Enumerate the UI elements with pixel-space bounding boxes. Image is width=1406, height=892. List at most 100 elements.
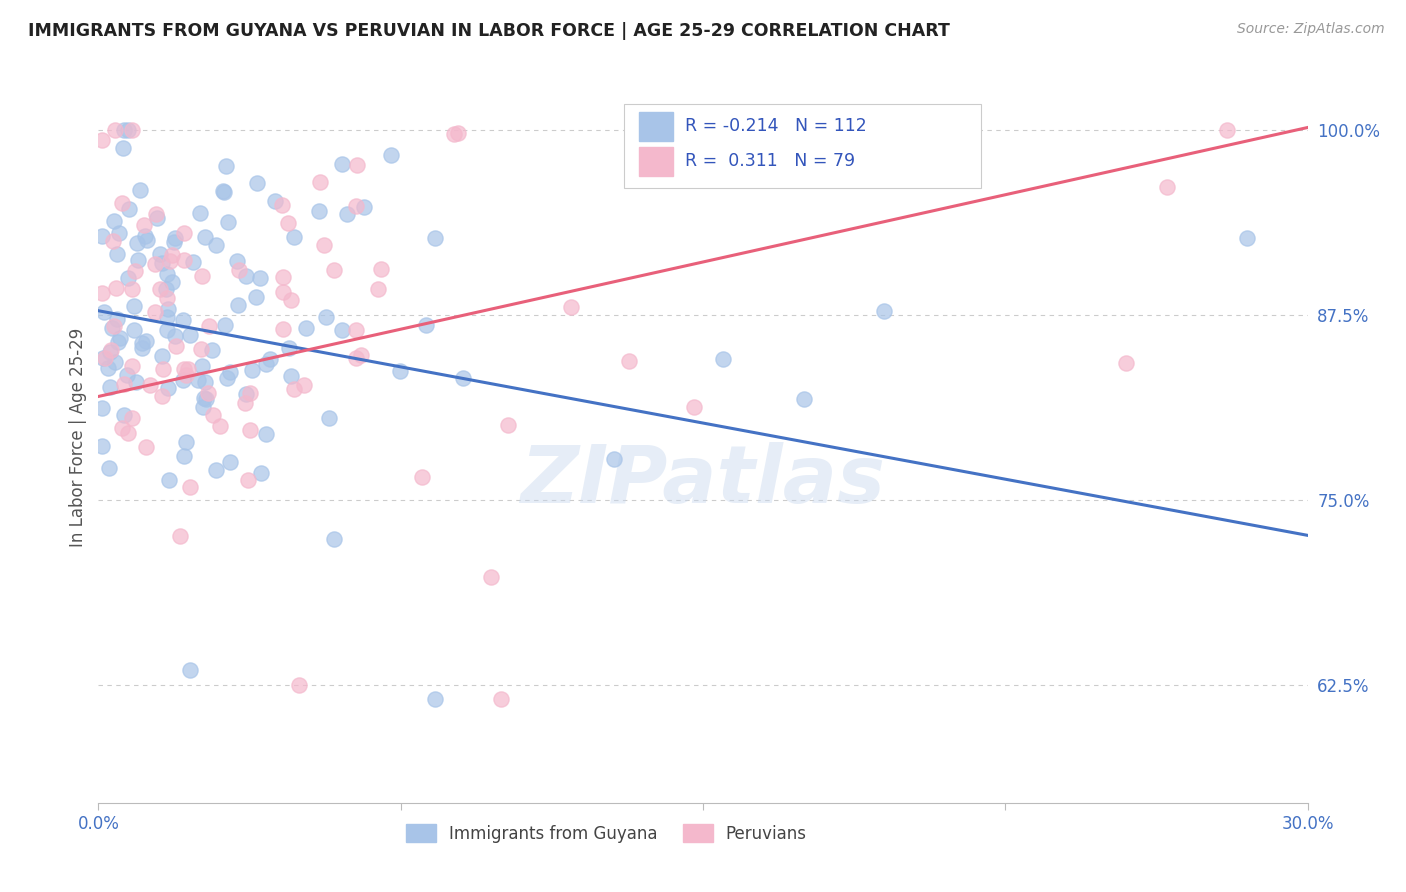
Point: [235, 387, 257, 401]
Point: [619, 354, 641, 368]
Point: [135, 441, 157, 455]
Point: [110, 331, 132, 345]
Point: [150, 349, 173, 363]
Point: [172, 373, 194, 387]
Point: [145, 207, 167, 221]
Point: [121, 411, 143, 425]
Point: [156, 291, 179, 305]
Point: [93, 305, 115, 319]
Point: [226, 297, 249, 311]
Point: [163, 329, 186, 343]
Point: [179, 328, 201, 343]
Point: [711, 351, 734, 366]
Point: [173, 227, 195, 241]
Point: [249, 271, 271, 285]
Point: [228, 262, 250, 277]
Point: [212, 184, 235, 198]
Point: [194, 375, 217, 389]
Point: [259, 351, 281, 366]
Point: [239, 386, 262, 401]
Point: [280, 293, 302, 308]
Point: [131, 341, 153, 355]
Point: [125, 236, 148, 251]
Point: [353, 201, 375, 215]
Point: [143, 257, 166, 271]
Y-axis label: In Labor Force | Age 25-29: In Labor Force | Age 25-29: [69, 327, 87, 547]
Point: [389, 364, 412, 378]
Point: [132, 218, 155, 232]
Point: [143, 304, 166, 318]
Point: [330, 157, 353, 171]
Point: [135, 334, 157, 348]
Point: [479, 570, 502, 584]
Point: [271, 270, 294, 285]
Point: [219, 455, 242, 469]
Point: [288, 677, 311, 691]
Point: [443, 127, 465, 141]
Point: [134, 228, 156, 243]
Point: [157, 473, 180, 487]
Point: [194, 230, 217, 244]
Point: [315, 310, 337, 324]
Text: Source: ZipAtlas.com: Source: ZipAtlas.com: [1237, 22, 1385, 37]
Point: [121, 123, 143, 137]
Point: [451, 371, 474, 385]
Point: [193, 400, 215, 414]
Point: [271, 285, 294, 299]
Point: [193, 391, 215, 405]
Point: [165, 231, 187, 245]
Point: [176, 361, 198, 376]
FancyBboxPatch shape: [624, 104, 981, 188]
Point: [197, 385, 219, 400]
Point: [1115, 355, 1137, 369]
Point: [150, 389, 173, 403]
Point: [215, 159, 238, 173]
Point: [149, 247, 172, 261]
Point: [163, 235, 186, 249]
Point: [91, 439, 114, 453]
Bar: [638, 112, 673, 141]
Point: [122, 299, 145, 313]
Point: [212, 185, 235, 199]
Point: [205, 238, 228, 252]
Point: [91, 133, 114, 147]
Point: [603, 451, 626, 466]
Point: [128, 183, 150, 197]
Text: R =  0.311   N = 79: R = 0.311 N = 79: [685, 153, 855, 170]
Point: [218, 364, 240, 378]
Point: [245, 290, 267, 304]
Point: [263, 194, 285, 208]
Point: [367, 282, 389, 296]
Point: [105, 280, 128, 294]
Point: [201, 343, 224, 358]
Point: [131, 335, 153, 350]
Point: [101, 321, 124, 335]
Point: [124, 263, 146, 277]
Point: [156, 323, 179, 337]
Point: [146, 211, 169, 226]
Point: [195, 392, 218, 406]
Point: [214, 318, 236, 332]
Point: [1236, 231, 1258, 245]
Point: [560, 300, 582, 314]
Point: [346, 158, 368, 172]
Text: R = -0.214   N = 112: R = -0.214 N = 112: [685, 117, 866, 136]
Point: [280, 368, 302, 383]
Point: [112, 377, 135, 392]
Point: [91, 401, 114, 416]
Point: [312, 238, 335, 252]
Point: [350, 348, 373, 362]
Point: [173, 449, 195, 463]
Point: [1156, 179, 1178, 194]
Bar: [638, 146, 673, 176]
Point: [204, 463, 226, 477]
Point: [209, 418, 232, 433]
Point: [249, 466, 271, 480]
Point: [174, 434, 197, 449]
Point: [344, 351, 367, 366]
Point: [100, 343, 122, 357]
Point: [150, 256, 173, 270]
Point: [112, 409, 135, 423]
Point: [152, 362, 174, 376]
Point: [344, 324, 367, 338]
